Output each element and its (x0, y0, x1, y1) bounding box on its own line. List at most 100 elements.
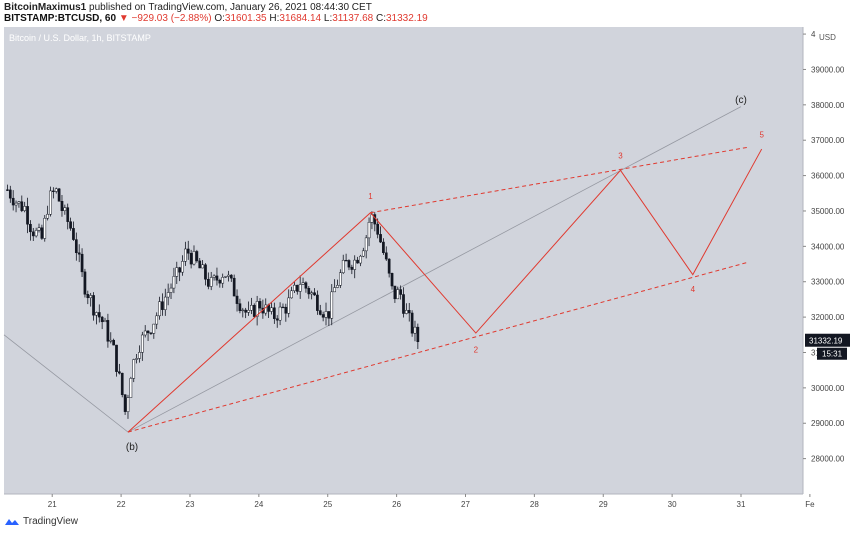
candle-body-142 (413, 326, 417, 334)
candle-body-22 (69, 221, 72, 229)
y-tick-label-4: 32000.00 (811, 313, 845, 322)
candle-body-57 (169, 287, 173, 293)
candle-body-81 (238, 303, 242, 311)
candle-body-66 (195, 251, 199, 262)
candle-body-102 (298, 284, 302, 292)
candle-body-78 (229, 274, 233, 279)
published-text: published on TradingView.com, January 26… (89, 2, 372, 13)
author-name[interactable]: BitcoinMaximus1 (4, 2, 87, 13)
candle-body-99 (290, 290, 293, 299)
candle-body-136 (396, 289, 400, 300)
candle-body-141 (410, 312, 414, 334)
candle-body-2 (11, 197, 15, 206)
candle-body-37 (112, 339, 115, 346)
candle-body-18 (57, 188, 61, 202)
candle-body-116 (339, 272, 342, 286)
candle-body-95 (278, 306, 282, 321)
candle-body-28 (86, 294, 90, 299)
candle-body-14 (46, 214, 49, 219)
candle-body-36 (109, 339, 113, 342)
candle-body-98 (287, 297, 291, 314)
candle-body-68 (201, 264, 204, 269)
candle-body-82 (241, 309, 245, 312)
candle-body-45 (135, 358, 138, 360)
candle-body-9 (31, 231, 35, 237)
candle-body-38 (115, 344, 118, 372)
y-tick-label-1: 29000.00 (811, 419, 845, 428)
candle-body-74 (218, 279, 222, 284)
last-price-tag (805, 333, 850, 347)
candle-body-23 (72, 228, 75, 240)
candle-body-93 (273, 307, 276, 319)
candle-body-30 (92, 295, 95, 316)
brand-name[interactable]: TradingView (23, 516, 79, 527)
y-tick-label-2: 30000.00 (811, 384, 845, 393)
y-tick-label-9: 37000.00 (811, 136, 845, 145)
candle-body-96 (281, 306, 285, 309)
candle-body-48 (143, 330, 147, 336)
close-value: 31332.19 (386, 13, 428, 24)
candle-body-108 (316, 294, 319, 311)
candle-body-49 (146, 330, 150, 334)
candle-body-39 (118, 371, 121, 374)
x-tick-label-11: Fe (805, 500, 815, 509)
y-tick-label-10: 38000.00 (811, 101, 845, 110)
wave-label-4: 5 (759, 130, 764, 139)
x-tick-label-8: 29 (599, 500, 608, 509)
candle-body-130 (379, 234, 382, 243)
high-label: H: (269, 13, 280, 24)
wave-label-1: 2 (474, 345, 479, 354)
candle-body-114 (333, 287, 336, 293)
x-tick-label-2: 23 (186, 500, 195, 509)
x-tick-label-4: 25 (323, 500, 332, 509)
candle-body-94 (275, 318, 279, 321)
low-value: 31137.68 (332, 13, 374, 24)
tradingview-logo-icon (5, 518, 19, 525)
countdown-label: 15:31 (822, 350, 843, 359)
candle-body-16 (52, 190, 55, 192)
footer: TradingView (4, 516, 78, 527)
wave-label-3: 4 (691, 285, 696, 294)
price-change: ▼ −929.03 (−2.88%) (118, 13, 212, 24)
candle-body-101 (295, 284, 299, 292)
y-tick-label-11: 39000.00 (811, 65, 845, 74)
candle-body-120 (350, 266, 354, 270)
x-tick-label-6: 27 (461, 500, 470, 509)
countdown-tag (817, 347, 847, 360)
candle-body-92 (270, 307, 273, 312)
candle-body-131 (382, 241, 385, 254)
candle-body-6 (23, 206, 27, 211)
low-label: L: (323, 13, 333, 24)
candle-body-88 (258, 301, 262, 309)
candle-body-67 (198, 260, 202, 269)
candle-body-61 (181, 261, 184, 273)
candle-body-126 (367, 222, 371, 239)
candle-body-60 (178, 267, 181, 273)
candle-body-124 (361, 250, 365, 257)
candle-body-86 (252, 305, 256, 317)
candle-body-4 (17, 201, 21, 204)
candle-body-55 (163, 296, 167, 310)
candle-body-21 (66, 207, 70, 222)
candle-body-103 (301, 282, 305, 285)
candle-body-70 (206, 279, 210, 287)
candle-body-118 (344, 259, 348, 262)
candle-body-112 (327, 311, 331, 319)
candle-body-77 (227, 274, 230, 277)
open-value: 31601.35 (224, 13, 267, 24)
candle-body-79 (232, 277, 236, 297)
high-value: 31684.14 (279, 13, 322, 24)
upper-channel-line (370, 146, 748, 214)
candle-body-119 (347, 260, 351, 268)
candle-body-73 (215, 275, 219, 281)
candle-body-47 (140, 334, 144, 353)
candle-body-71 (209, 277, 213, 287)
candle-body-31 (95, 312, 98, 316)
candle-body-27 (83, 271, 87, 295)
close-label: C: (376, 13, 386, 24)
candle-body-19 (60, 200, 64, 212)
candle-body-7 (26, 206, 29, 225)
x-tick-label-5: 26 (392, 500, 401, 509)
symbol-label: BITSTAMP:BTCUSD, 60 (4, 13, 117, 24)
